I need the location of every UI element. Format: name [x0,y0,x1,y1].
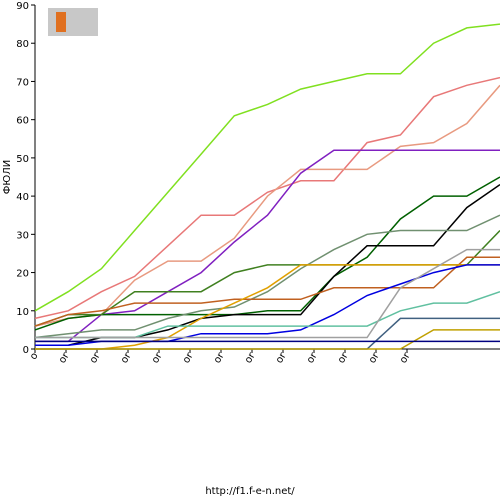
y-tick-label: 80 [16,39,29,50]
y-tick-label: 20 [16,269,29,280]
y-tick-label: 70 [16,77,29,88]
series-line [34,84,500,327]
x-tick-label: or [367,350,382,365]
logo-mark [56,12,66,32]
series-line [35,264,500,346]
x-tick-label: or [88,350,103,365]
series-line [34,23,500,312]
series-line [34,229,500,327]
x-tick-label: or [398,350,413,365]
series-line [35,264,500,350]
footer: http://f1.f-e-n.net/ [205,486,295,497]
y-tick-label: 90 [16,1,29,12]
x-tick-label: or [57,350,72,365]
x-tick-label: or [305,350,320,365]
x-tick-label: or [181,350,196,365]
y-tick-label: 10 [16,307,29,318]
logo [48,8,98,36]
series-line [34,256,500,327]
x-tick-label: or [243,350,258,365]
y-axis-label: ФЮЛИ [2,160,13,194]
series-line [35,149,500,343]
x-tick-label: or [119,350,134,365]
x-tick-label: or [336,350,351,365]
x-tick-label: о [28,351,41,362]
y-tick-label: 50 [16,154,29,165]
series-line [34,76,500,320]
x-tick-label: or [150,350,165,365]
series-line [34,176,500,331]
series-line [34,214,500,339]
y-tick-label: 0 [23,345,29,356]
y-tick-label: 40 [16,192,29,203]
y-tick-label: 30 [16,230,29,241]
x-tick-label: or [274,350,289,365]
series-line [35,248,500,339]
x-tick-label: or [212,350,227,365]
y-tick-label: 60 [16,116,29,127]
series-line [35,329,500,350]
